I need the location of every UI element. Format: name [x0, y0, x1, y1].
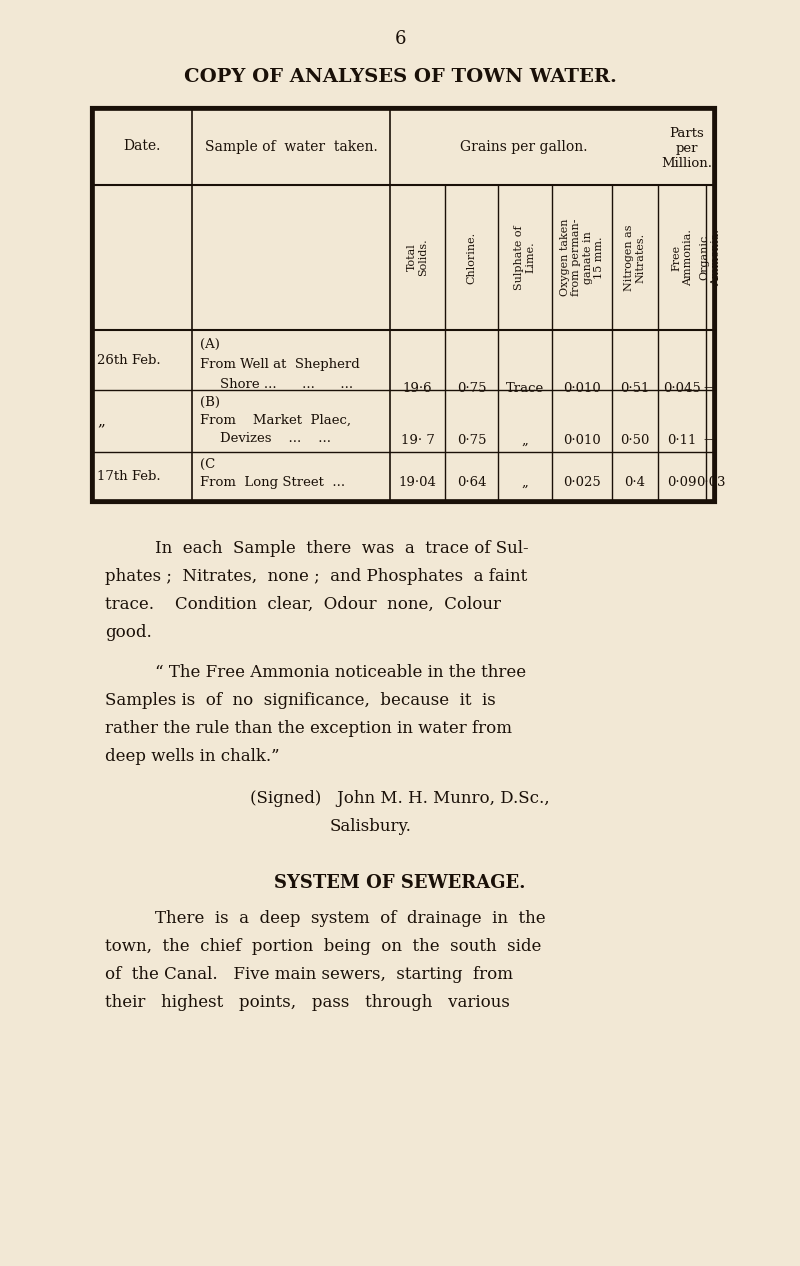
Text: —: —: [704, 381, 717, 395]
Text: COPY OF ANALYSES OF TOWN WATER.: COPY OF ANALYSES OF TOWN WATER.: [183, 68, 617, 86]
Text: Grains per gallon.: Grains per gallon.: [460, 139, 588, 153]
Text: Chlorine.: Chlorine.: [466, 232, 477, 284]
Text: Total
Solids.: Total Solids.: [406, 239, 428, 276]
Text: From  Long Street  ...: From Long Street ...: [200, 476, 345, 489]
Text: town,  the  chief  portion  being  on  the  south  side: town, the chief portion being on the sou…: [105, 938, 542, 955]
Text: 0·09: 0·09: [667, 476, 697, 489]
Text: „: „: [97, 414, 105, 428]
Text: Trace: Trace: [506, 381, 544, 395]
Text: 19·6: 19·6: [402, 381, 432, 395]
Text: 0·010: 0·010: [563, 433, 601, 447]
Text: SYSTEM OF SEWERAGE.: SYSTEM OF SEWERAGE.: [274, 874, 526, 893]
Text: Oxygen taken
from perman-
ganate in
15 mm.: Oxygen taken from perman- ganate in 15 m…: [560, 219, 605, 296]
Text: “ The Free Ammonia noticeable in the three: “ The Free Ammonia noticeable in the thr…: [155, 663, 526, 681]
Text: Samples is  of  no  significance,  because  it  is: Samples is of no significance, because i…: [105, 693, 496, 709]
Text: Date.: Date.: [123, 139, 161, 153]
Text: 26th Feb.: 26th Feb.: [97, 353, 161, 366]
Text: (C: (C: [200, 458, 215, 471]
Text: 0·025: 0·025: [563, 476, 601, 489]
Text: 0·11: 0·11: [667, 433, 697, 447]
Text: In  each  Sample  there  was  a  trace of Sul-: In each Sample there was a trace of Sul-: [155, 541, 529, 557]
Bar: [92, 108, 715, 503]
Text: Sulphate of
Lime.: Sulphate of Lime.: [514, 225, 536, 290]
Text: 0·75: 0·75: [457, 433, 486, 447]
Text: There  is  a  deep  system  of  drainage  in  the: There is a deep system of drainage in th…: [155, 910, 546, 927]
Text: good.: good.: [105, 624, 152, 641]
Text: —: —: [704, 433, 717, 447]
Text: From Well at  Shepherd: From Well at Shepherd: [200, 358, 360, 371]
Text: (Signed)   John M. H. Munro, D.Sc.,: (Signed) John M. H. Munro, D.Sc.,: [250, 790, 550, 806]
Text: Nitrogen as
Nitrates.: Nitrogen as Nitrates.: [624, 224, 646, 291]
Text: rather the rule than the exception in water from: rather the rule than the exception in wa…: [105, 720, 512, 737]
Text: deep wells in chalk.”: deep wells in chalk.”: [105, 748, 280, 765]
Text: Organic
Ammonia.: Organic Ammonia.: [700, 229, 722, 286]
Text: 0·045: 0·045: [663, 381, 701, 395]
Text: „: „: [522, 476, 528, 489]
Text: trace.    Condition  clear,  Odour  none,  Colour: trace. Condition clear, Odour none, Colo…: [105, 596, 501, 613]
Text: of  the Canal.   Five main sewers,  starting  from: of the Canal. Five main sewers, starting…: [105, 966, 513, 982]
Text: Shore ...      ...      ...: Shore ... ... ...: [220, 379, 353, 391]
Text: 0·64: 0·64: [457, 476, 486, 489]
Text: 6: 6: [394, 30, 406, 48]
Text: Devizes    ...    ...: Devizes ... ...: [220, 432, 331, 446]
Text: 17th Feb.: 17th Feb.: [97, 471, 161, 484]
Text: Free
Ammonia.: Free Ammonia.: [671, 229, 693, 286]
Text: 19· 7: 19· 7: [401, 433, 434, 447]
Text: (B): (B): [200, 396, 220, 409]
Text: their   highest   points,   pass   through   various: their highest points, pass through vario…: [105, 994, 510, 1012]
Text: 0·75: 0·75: [457, 381, 486, 395]
Text: 19·04: 19·04: [398, 476, 437, 489]
Bar: [94, 110, 713, 500]
Text: 0·010: 0·010: [563, 381, 601, 395]
Text: 0·51: 0·51: [620, 381, 650, 395]
Text: From    Market  Plaec,: From Market Plaec,: [200, 414, 351, 427]
Text: 0·50: 0·50: [620, 433, 650, 447]
Text: Parts
per
Million.: Parts per Million.: [661, 127, 712, 170]
Text: 0·4: 0·4: [625, 476, 646, 489]
Text: Sample of  water  taken.: Sample of water taken.: [205, 139, 378, 153]
Text: 0·03: 0·03: [696, 476, 726, 489]
Text: (A): (A): [200, 338, 220, 351]
Text: Salisbury.: Salisbury.: [330, 818, 412, 836]
Text: phates ;  Nitrates,  none ;  and Phosphates  a faint: phates ; Nitrates, none ; and Phosphates…: [105, 568, 527, 585]
Text: „: „: [522, 433, 528, 447]
